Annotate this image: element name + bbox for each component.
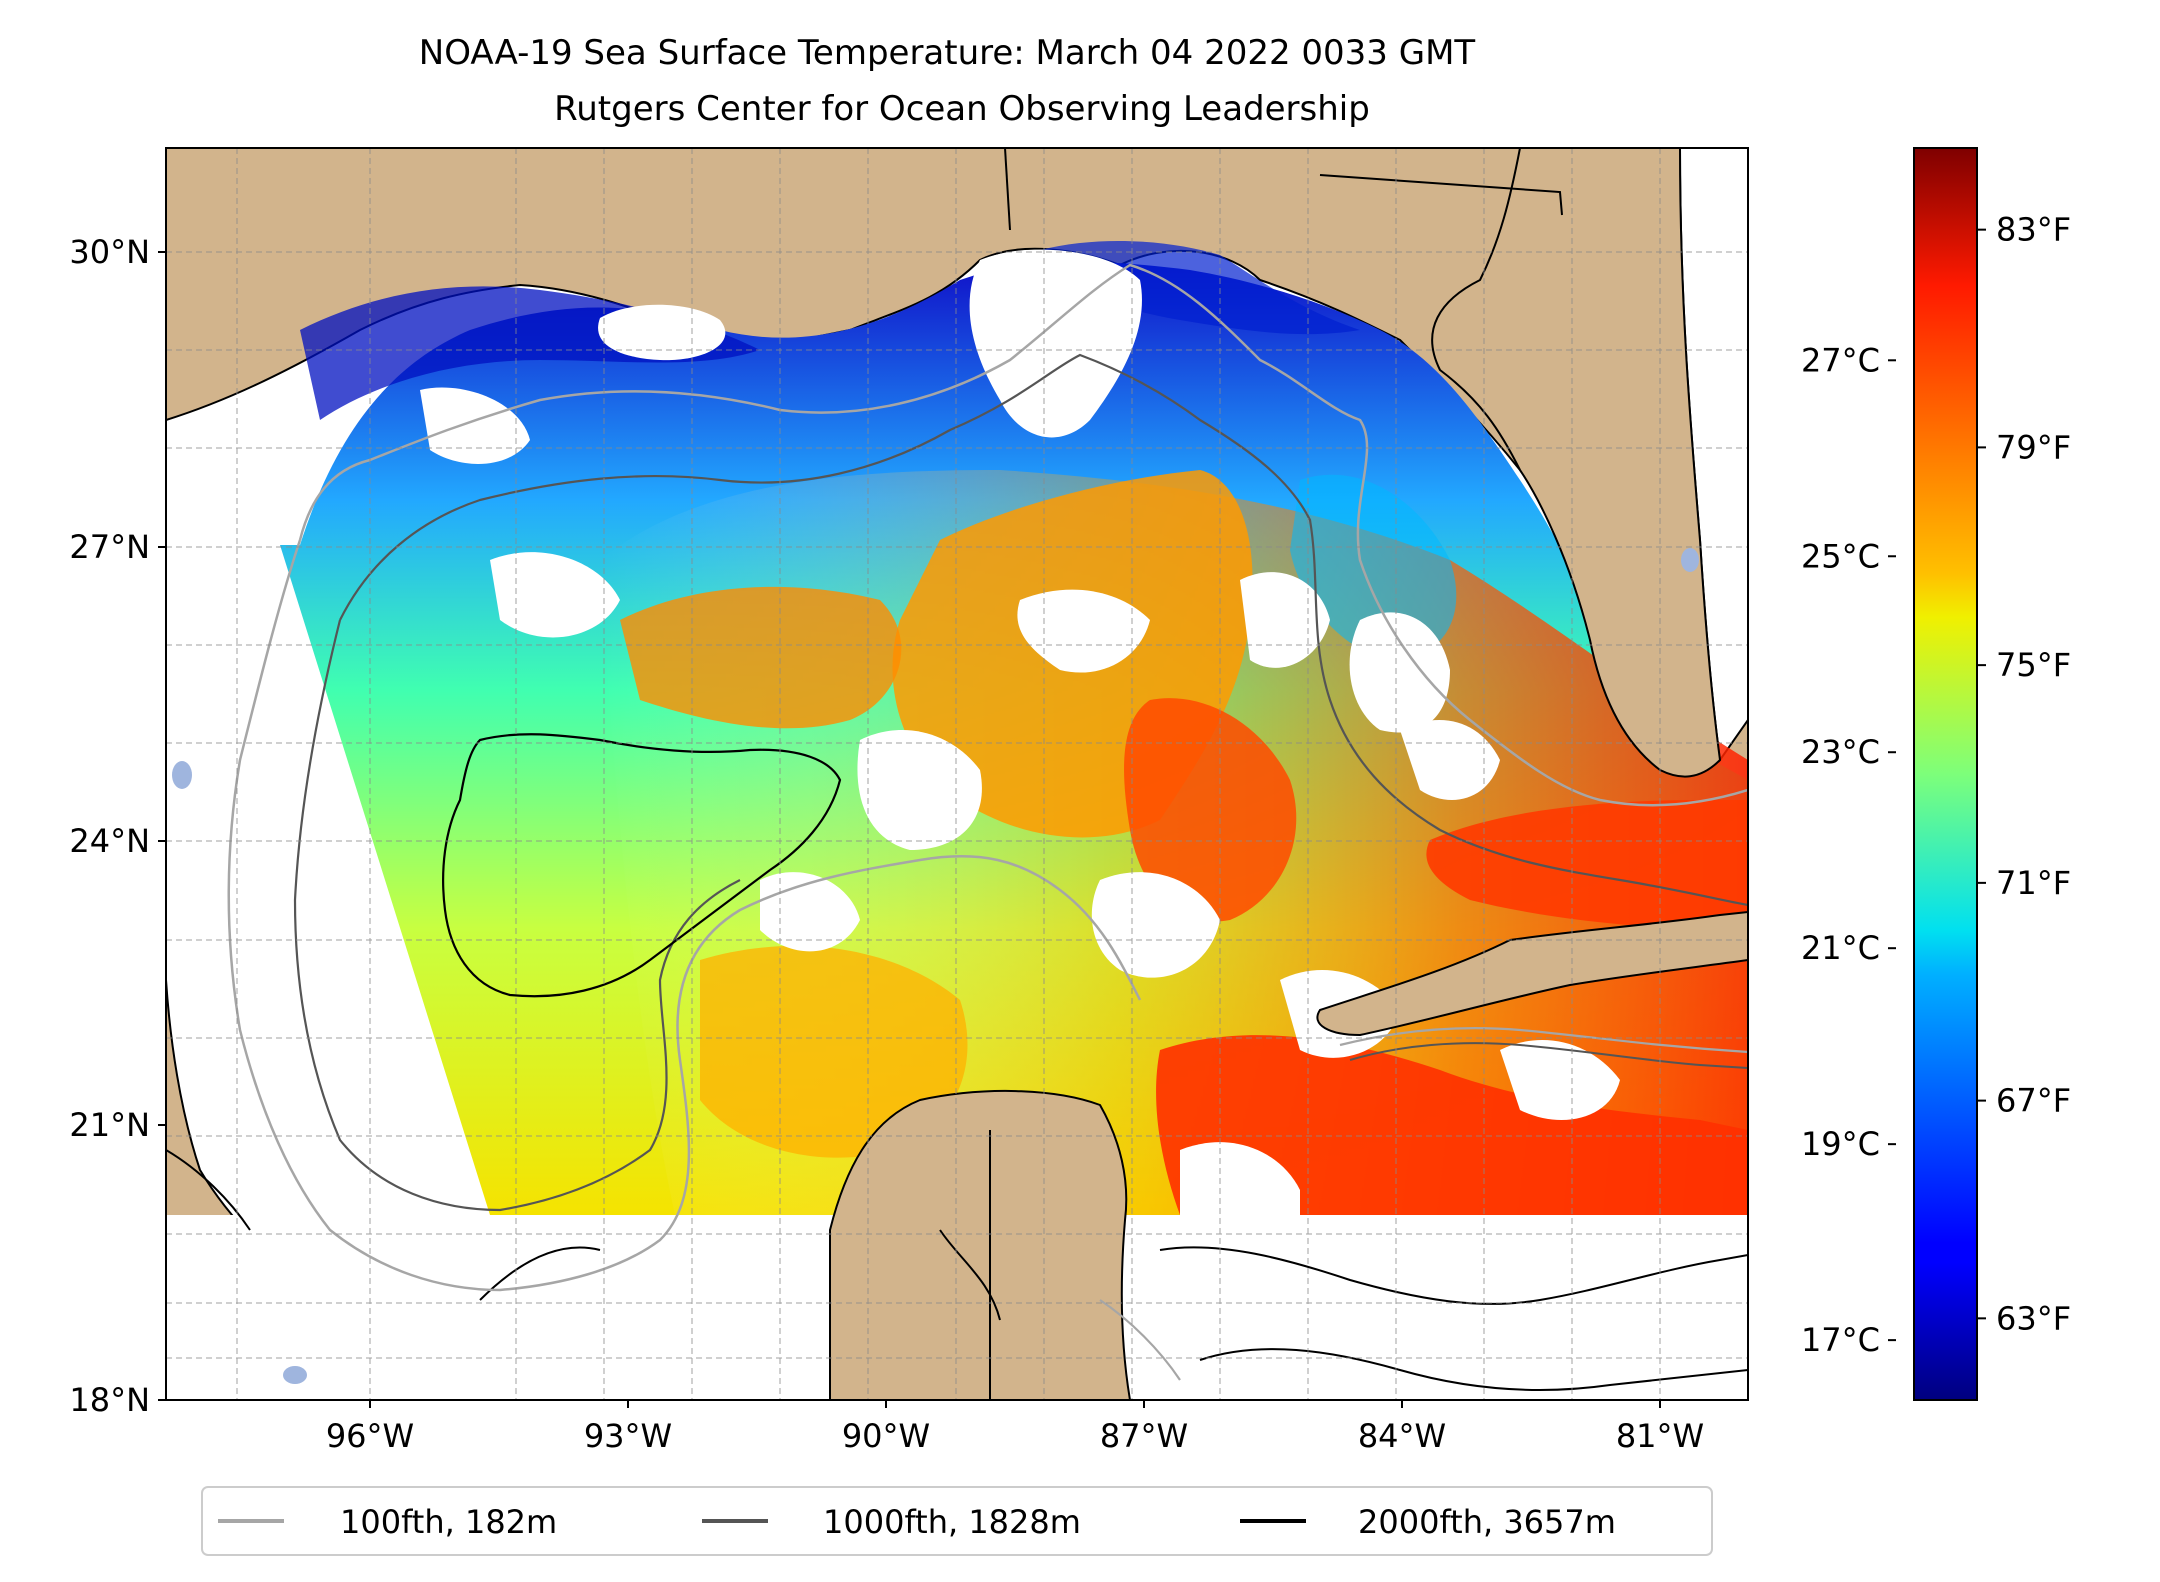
colorbar — [1913, 147, 1978, 1401]
lat-tick-label: 30°N — [69, 233, 150, 271]
lon-tick-label: 93°W — [584, 1417, 672, 1455]
florida-peninsula — [1431, 148, 1722, 778]
cuba — [1316, 910, 1748, 1037]
map-panel — [166, 148, 1748, 1400]
lat-tick-label: 24°N — [69, 822, 150, 860]
longitude-axis: 96°W 93°W 90°W 87°W 84°W 81°W — [326, 1400, 1704, 1455]
contour-2000fth — [1199, 1348, 1748, 1391]
contour-100fth — [1099, 1299, 1181, 1381]
celsius-axis: 27°C 25°C 23°C 21°C 19°C 17°C — [1801, 341, 1896, 1359]
celsius-tick-label: 23°C — [1801, 733, 1880, 771]
contour-1000fth — [339, 353, 1748, 907]
contour-2000fth — [442, 733, 842, 998]
lat-tick-label: 27°N — [69, 528, 150, 566]
lon-tick-label: 96°W — [326, 1417, 414, 1455]
legend: 100fth, 182m 1000fth, 1828m 2000fth, 365… — [201, 1486, 1713, 1556]
fahrenheit-tick-label: 71°F — [1996, 864, 2071, 902]
bathymetry-contours — [227, 263, 1748, 1391]
legend-label-2000fth: 2000fth, 3657m — [1358, 1503, 1616, 1541]
lake-okeechobee — [1681, 548, 1699, 572]
lon-tick-label: 87°W — [1100, 1417, 1188, 1455]
lon-tick-label: 90°W — [842, 1417, 930, 1455]
celsius-tick-label: 19°C — [1801, 1125, 1880, 1163]
lat-tick-label: 21°N — [69, 1106, 150, 1144]
fahrenheit-axis: 83°F 79°F 75°F 71°F 67°F 63°F — [1977, 211, 2071, 1337]
contour-1000fth — [293, 619, 741, 1212]
fahrenheit-tick-label: 75°F — [1996, 646, 2071, 684]
map-subtitle: Rutgers Center for Ocean Observing Leade… — [554, 89, 1370, 129]
contour-100fth — [298, 263, 1748, 807]
lon-tick-label: 84°W — [1358, 1417, 1446, 1455]
legend-label-1000fth: 1000fth, 1828m — [823, 1503, 1081, 1541]
fahrenheit-tick-label: 79°F — [1996, 428, 2071, 466]
legend-label-100fth: 100fth, 182m — [340, 1503, 557, 1541]
land-borders — [166, 148, 1563, 1400]
lat-tick-label: 18°N — [69, 1381, 150, 1419]
small-lake — [172, 761, 192, 789]
fahrenheit-tick-label: 67°F — [1996, 1082, 2071, 1120]
map-title: NOAA-19 Sea Surface Temperature: March 0… — [419, 33, 1476, 73]
contour-100fth — [227, 539, 1142, 1292]
latitude-axis: 30°N 27°N 24°N 21°N 18°N — [69, 233, 166, 1419]
contour-2000fth — [1159, 1246, 1748, 1305]
celsius-tick-label: 25°C — [1801, 537, 1880, 575]
map-frame — [165, 147, 1749, 1401]
fahrenheit-tick-label: 63°F — [1996, 1299, 2071, 1337]
celsius-tick-label: 21°C — [1801, 929, 1880, 967]
fahrenheit-tick-label: 83°F — [1996, 211, 2071, 249]
contour-100fth — [1339, 1027, 1748, 1054]
contour-1000fth — [1349, 1042, 1748, 1069]
yucatan-peninsula — [829, 1089, 1132, 1400]
gridlines — [166, 148, 1748, 1400]
lon-tick-label: 81°W — [1616, 1417, 1704, 1455]
celsius-tick-label: 27°C — [1801, 341, 1880, 379]
small-lake — [283, 1366, 307, 1384]
legend-box — [201, 1486, 1713, 1556]
celsius-tick-label: 17°C — [1801, 1321, 1880, 1359]
